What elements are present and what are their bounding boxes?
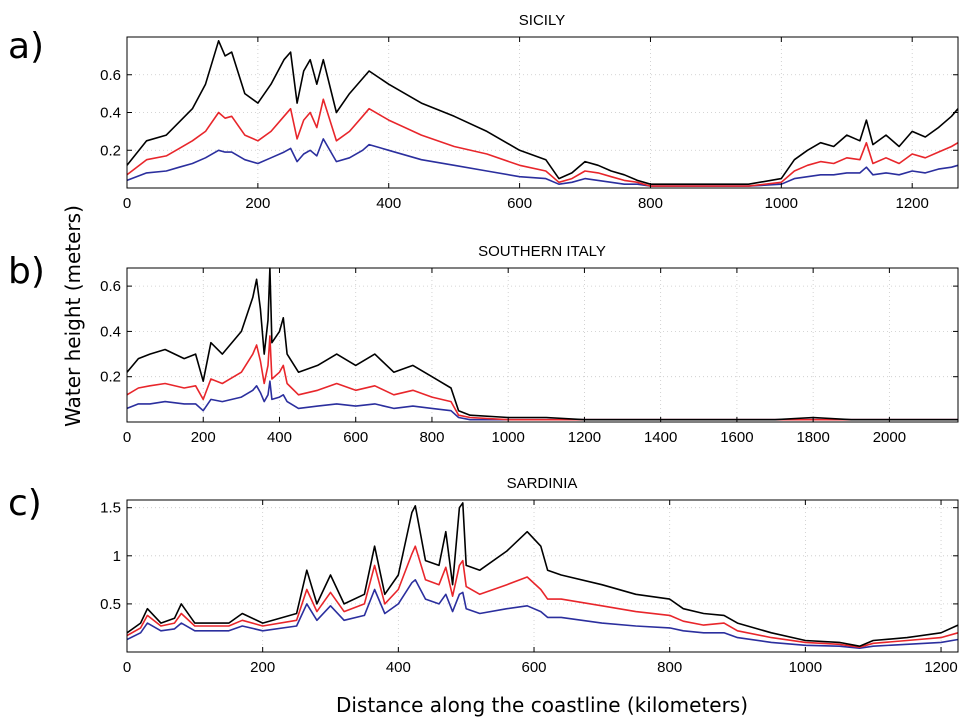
y-tick-label: 0.2 (100, 369, 121, 386)
x-tick-label: 800 (419, 429, 444, 446)
series-line-red (126, 98, 959, 187)
y-tick-label: 0.4 (100, 105, 121, 122)
x-tick-label: 1800 (796, 429, 829, 446)
x-tick-label: 1200 (568, 429, 601, 446)
y-axis-label: Water height (meters) (61, 205, 85, 427)
x-tick-label: 0 (123, 429, 131, 446)
y-tick-label: 0.2 (100, 142, 121, 159)
series-line-blue (126, 578, 959, 650)
panel-tag-c: c) (8, 483, 42, 524)
ticks-southern-italy: 0.2 0.4 0.6 0 200 400 600 800 1000 1200 1400 1600 18… (100, 268, 958, 446)
x-tick-label: 600 (343, 429, 368, 446)
y-tick-label: 1 (113, 548, 121, 565)
series-line-black (126, 267, 958, 421)
x-tick-label: 0 (123, 659, 131, 676)
x-tick-label: 1400 (644, 429, 677, 446)
x-tick-label: 200 (245, 195, 270, 212)
x-tick-label: 800 (657, 659, 682, 676)
panel-title-sardinia: SARDINIA (507, 475, 578, 492)
plot-frame-southern-italy (126, 267, 959, 423)
gridlines-sicily (126, 37, 958, 188)
plot-frame-sardinia (126, 499, 959, 653)
series-group-sicily (126, 39, 959, 187)
series-line-black (126, 502, 959, 648)
x-tick-label: 1000 (492, 429, 525, 446)
panel-tag-b: b) (8, 251, 45, 292)
y-tick-label: 1.5 (100, 500, 121, 517)
x-tick-label: 200 (250, 659, 275, 676)
x-tick-label: 200 (191, 429, 216, 446)
x-tick-label: 1000 (789, 659, 822, 676)
x-tick-label: 600 (522, 659, 547, 676)
series-line-black (126, 39, 959, 185)
ticks-sicily: 0.2 0.4 0.6 0 200 400 600 800 1000 1200 (100, 37, 958, 212)
x-tick-label: 1200 (924, 659, 957, 676)
series-group-sardinia (126, 502, 959, 650)
x-tick-label: 400 (376, 195, 401, 212)
series-group-southern-italy (126, 267, 958, 421)
x-tick-label: 2000 (873, 429, 906, 446)
panel-tag-a: a) (8, 26, 44, 67)
x-tick-label: 600 (507, 195, 532, 212)
x-tick-label: 0 (123, 195, 131, 212)
panel-sardinia: c) SARDINIA 0.5 1 1.5 0 200 400 600 800 1000 1200 (8, 475, 959, 676)
gridlines-southern-italy (126, 268, 958, 422)
x-axis-label: Distance along the coastline (kilometers… (336, 693, 748, 717)
y-tick-label: 0.6 (100, 278, 121, 295)
series-line-blue (126, 138, 959, 187)
ticks-sardinia: 0.5 1 1.5 0 200 400 600 800 1000 1200 (100, 500, 958, 676)
y-tick-label: 0.4 (100, 323, 121, 340)
x-tick-label: 800 (638, 195, 663, 212)
x-tick-label: 400 (386, 659, 411, 676)
panel-southern-italy: b) SOUTHERN ITALY 0.2 0.4 0.6 0 200 400 600 800… (8, 243, 959, 446)
panel-title-southern-italy: SOUTHERN ITALY (478, 243, 606, 260)
series-line-red (126, 545, 959, 649)
x-tick-label: 400 (267, 429, 292, 446)
x-tick-label: 1000 (765, 195, 798, 212)
y-tick-label: 0.5 (100, 596, 121, 613)
x-tick-label: 1600 (720, 429, 753, 446)
panel-sicily: a) SICILY 0.2 0.4 0.6 0 200 400 600 800 1000 1200 (8, 12, 959, 212)
y-tick-label: 0.6 (100, 67, 121, 84)
panel-title-sicily: SICILY (519, 12, 565, 29)
x-tick-label: 1200 (896, 195, 929, 212)
